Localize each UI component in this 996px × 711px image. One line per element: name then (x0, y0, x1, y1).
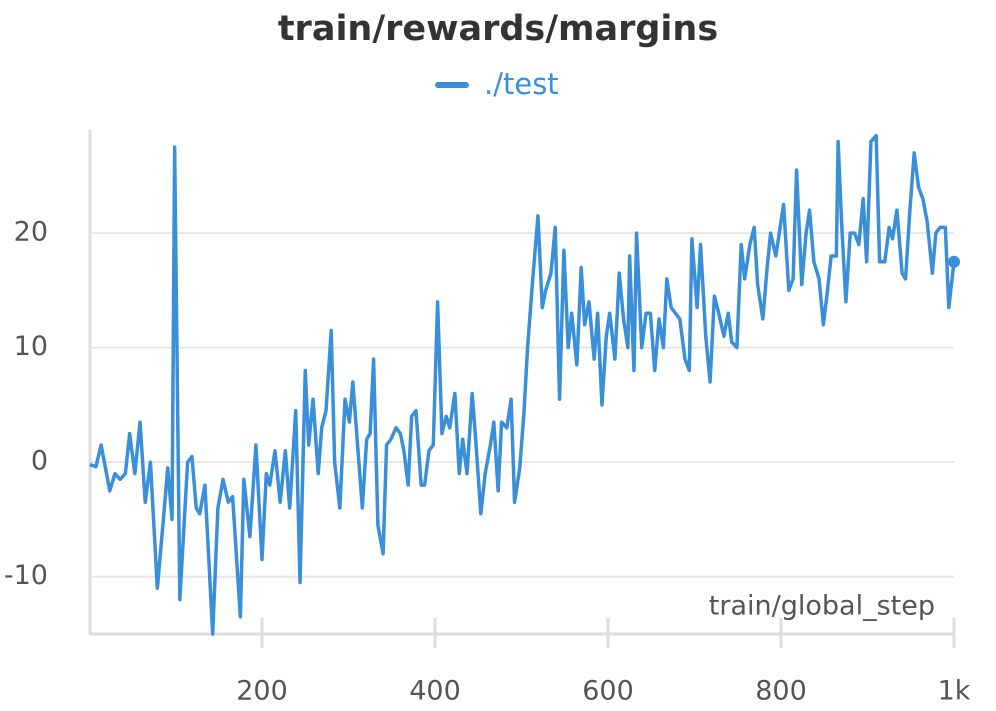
data-line (89, 133, 956, 636)
y-tick-label: 0 (31, 446, 48, 477)
x-axis-label: train/global_step (709, 591, 935, 622)
legend-label: ./test (484, 67, 559, 101)
x-tick-label: 1k (938, 676, 971, 707)
y-tick-label: -10 (4, 560, 48, 591)
x-tick-label: 400 (409, 676, 461, 707)
last-point (948, 255, 960, 268)
y-tick-label: 20 (14, 217, 48, 248)
x-tick-label: 200 (236, 676, 288, 707)
chart-title: train/rewards/margins (278, 9, 718, 49)
y-tick-label: 10 (14, 331, 48, 362)
x-tick-label: 600 (582, 676, 634, 707)
x-tick-label: 800 (755, 676, 807, 707)
